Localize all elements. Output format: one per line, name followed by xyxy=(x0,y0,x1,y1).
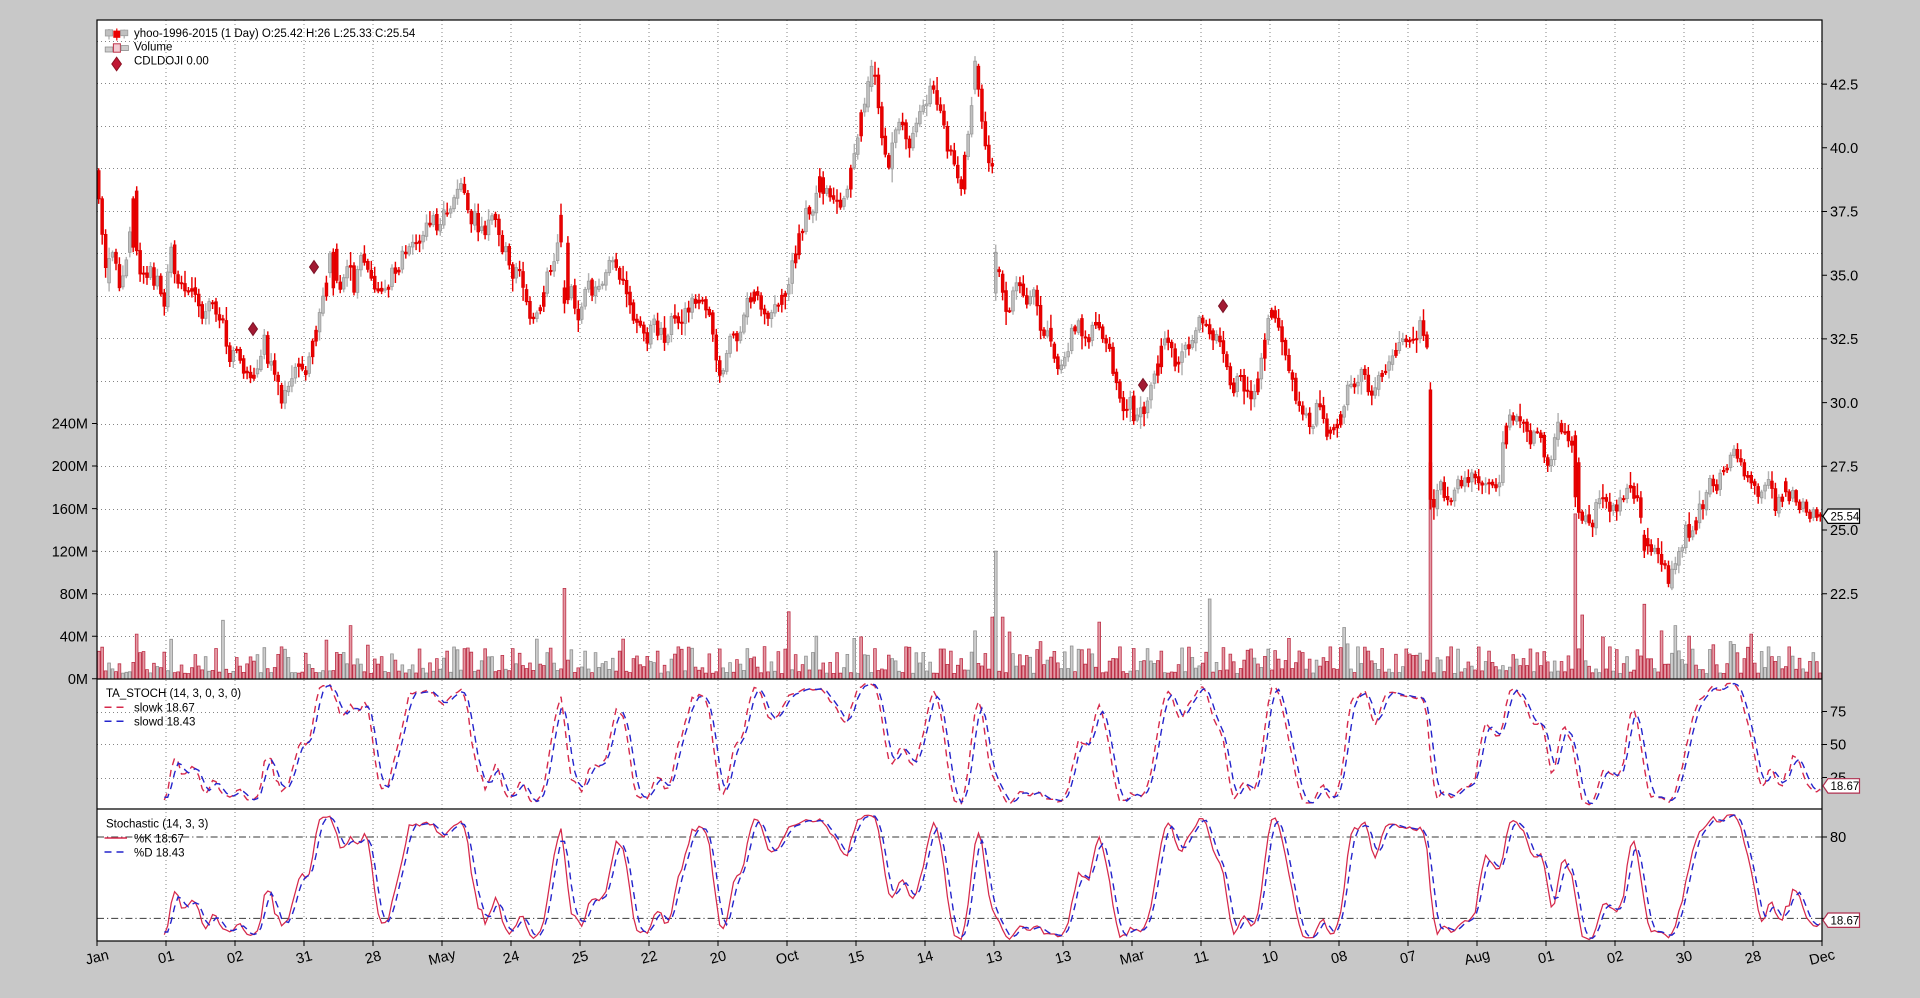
svg-text:13: 13 xyxy=(1053,948,1073,967)
svg-text:120M: 120M xyxy=(52,544,88,560)
svg-text:CDLDOJI 0.00: CDLDOJI 0.00 xyxy=(134,55,209,67)
svg-text:18.67: 18.67 xyxy=(1831,915,1860,927)
svg-text:May: May xyxy=(427,947,458,969)
svg-text:20: 20 xyxy=(708,948,728,967)
svg-text:11: 11 xyxy=(1192,948,1210,967)
svg-text:160M: 160M xyxy=(52,502,88,518)
svg-text:Volume: Volume xyxy=(134,42,172,54)
svg-text:Mar: Mar xyxy=(1118,947,1146,969)
svg-text:13: 13 xyxy=(984,948,1004,967)
svg-text:37.5: 37.5 xyxy=(1830,205,1858,221)
svg-text:%D 18.43: %D 18.43 xyxy=(134,847,185,859)
svg-text:07: 07 xyxy=(1398,948,1418,967)
svg-text:28: 28 xyxy=(1743,948,1763,967)
svg-text:22: 22 xyxy=(639,948,659,967)
svg-text:25.54: 25.54 xyxy=(1831,511,1860,523)
svg-text:Oct: Oct xyxy=(774,947,800,968)
svg-text:01: 01 xyxy=(1536,948,1556,967)
svg-text:80: 80 xyxy=(1830,830,1846,846)
svg-text:18.67: 18.67 xyxy=(1831,781,1860,793)
svg-text:42.5: 42.5 xyxy=(1830,77,1858,93)
svg-text:40.0: 40.0 xyxy=(1830,141,1858,157)
svg-text:22.5: 22.5 xyxy=(1830,587,1858,603)
svg-text:08: 08 xyxy=(1329,948,1349,967)
svg-text:slowk 18.67: slowk 18.67 xyxy=(134,703,195,715)
svg-text:31: 31 xyxy=(294,948,314,967)
svg-text:35.0: 35.0 xyxy=(1830,268,1858,284)
svg-text:0M: 0M xyxy=(68,672,88,688)
svg-text:15: 15 xyxy=(846,948,866,967)
svg-text:32.5: 32.5 xyxy=(1830,332,1858,348)
svg-text:10: 10 xyxy=(1260,948,1280,967)
svg-text:Jan: Jan xyxy=(84,947,111,968)
svg-text:Dec: Dec xyxy=(1808,947,1837,969)
svg-text:%K 18.67: %K 18.67 xyxy=(134,833,184,845)
svg-text:28: 28 xyxy=(363,948,383,967)
svg-text:slowd 18.43: slowd 18.43 xyxy=(134,717,195,729)
svg-text:02: 02 xyxy=(225,948,245,967)
svg-text:Aug: Aug xyxy=(1463,947,1492,969)
svg-text:50: 50 xyxy=(1830,738,1846,754)
svg-text:25.0: 25.0 xyxy=(1830,523,1858,539)
svg-text:30.0: 30.0 xyxy=(1830,396,1858,412)
svg-text:75: 75 xyxy=(1830,705,1846,721)
svg-text:Stochastic (14, 3, 3): Stochastic (14, 3, 3) xyxy=(106,819,208,831)
svg-text:yhoo-1996-2015 (1 Day) O:25.42: yhoo-1996-2015 (1 Day) O:25.42 H:26 L:25… xyxy=(134,28,416,40)
svg-text:TA_STOCH (14, 3, 0, 3, 0): TA_STOCH (14, 3, 0, 3, 0) xyxy=(106,688,241,700)
svg-text:01: 01 xyxy=(156,948,176,967)
svg-text:40M: 40M xyxy=(60,629,88,645)
svg-text:02: 02 xyxy=(1605,948,1625,967)
svg-text:30: 30 xyxy=(1674,948,1694,967)
svg-text:25: 25 xyxy=(570,948,590,967)
svg-text:200M: 200M xyxy=(52,459,88,475)
svg-text:80M: 80M xyxy=(60,587,88,603)
svg-text:24: 24 xyxy=(501,948,521,967)
svg-text:27.5: 27.5 xyxy=(1830,460,1858,476)
svg-text:240M: 240M xyxy=(52,417,88,433)
svg-text:14: 14 xyxy=(915,948,935,967)
